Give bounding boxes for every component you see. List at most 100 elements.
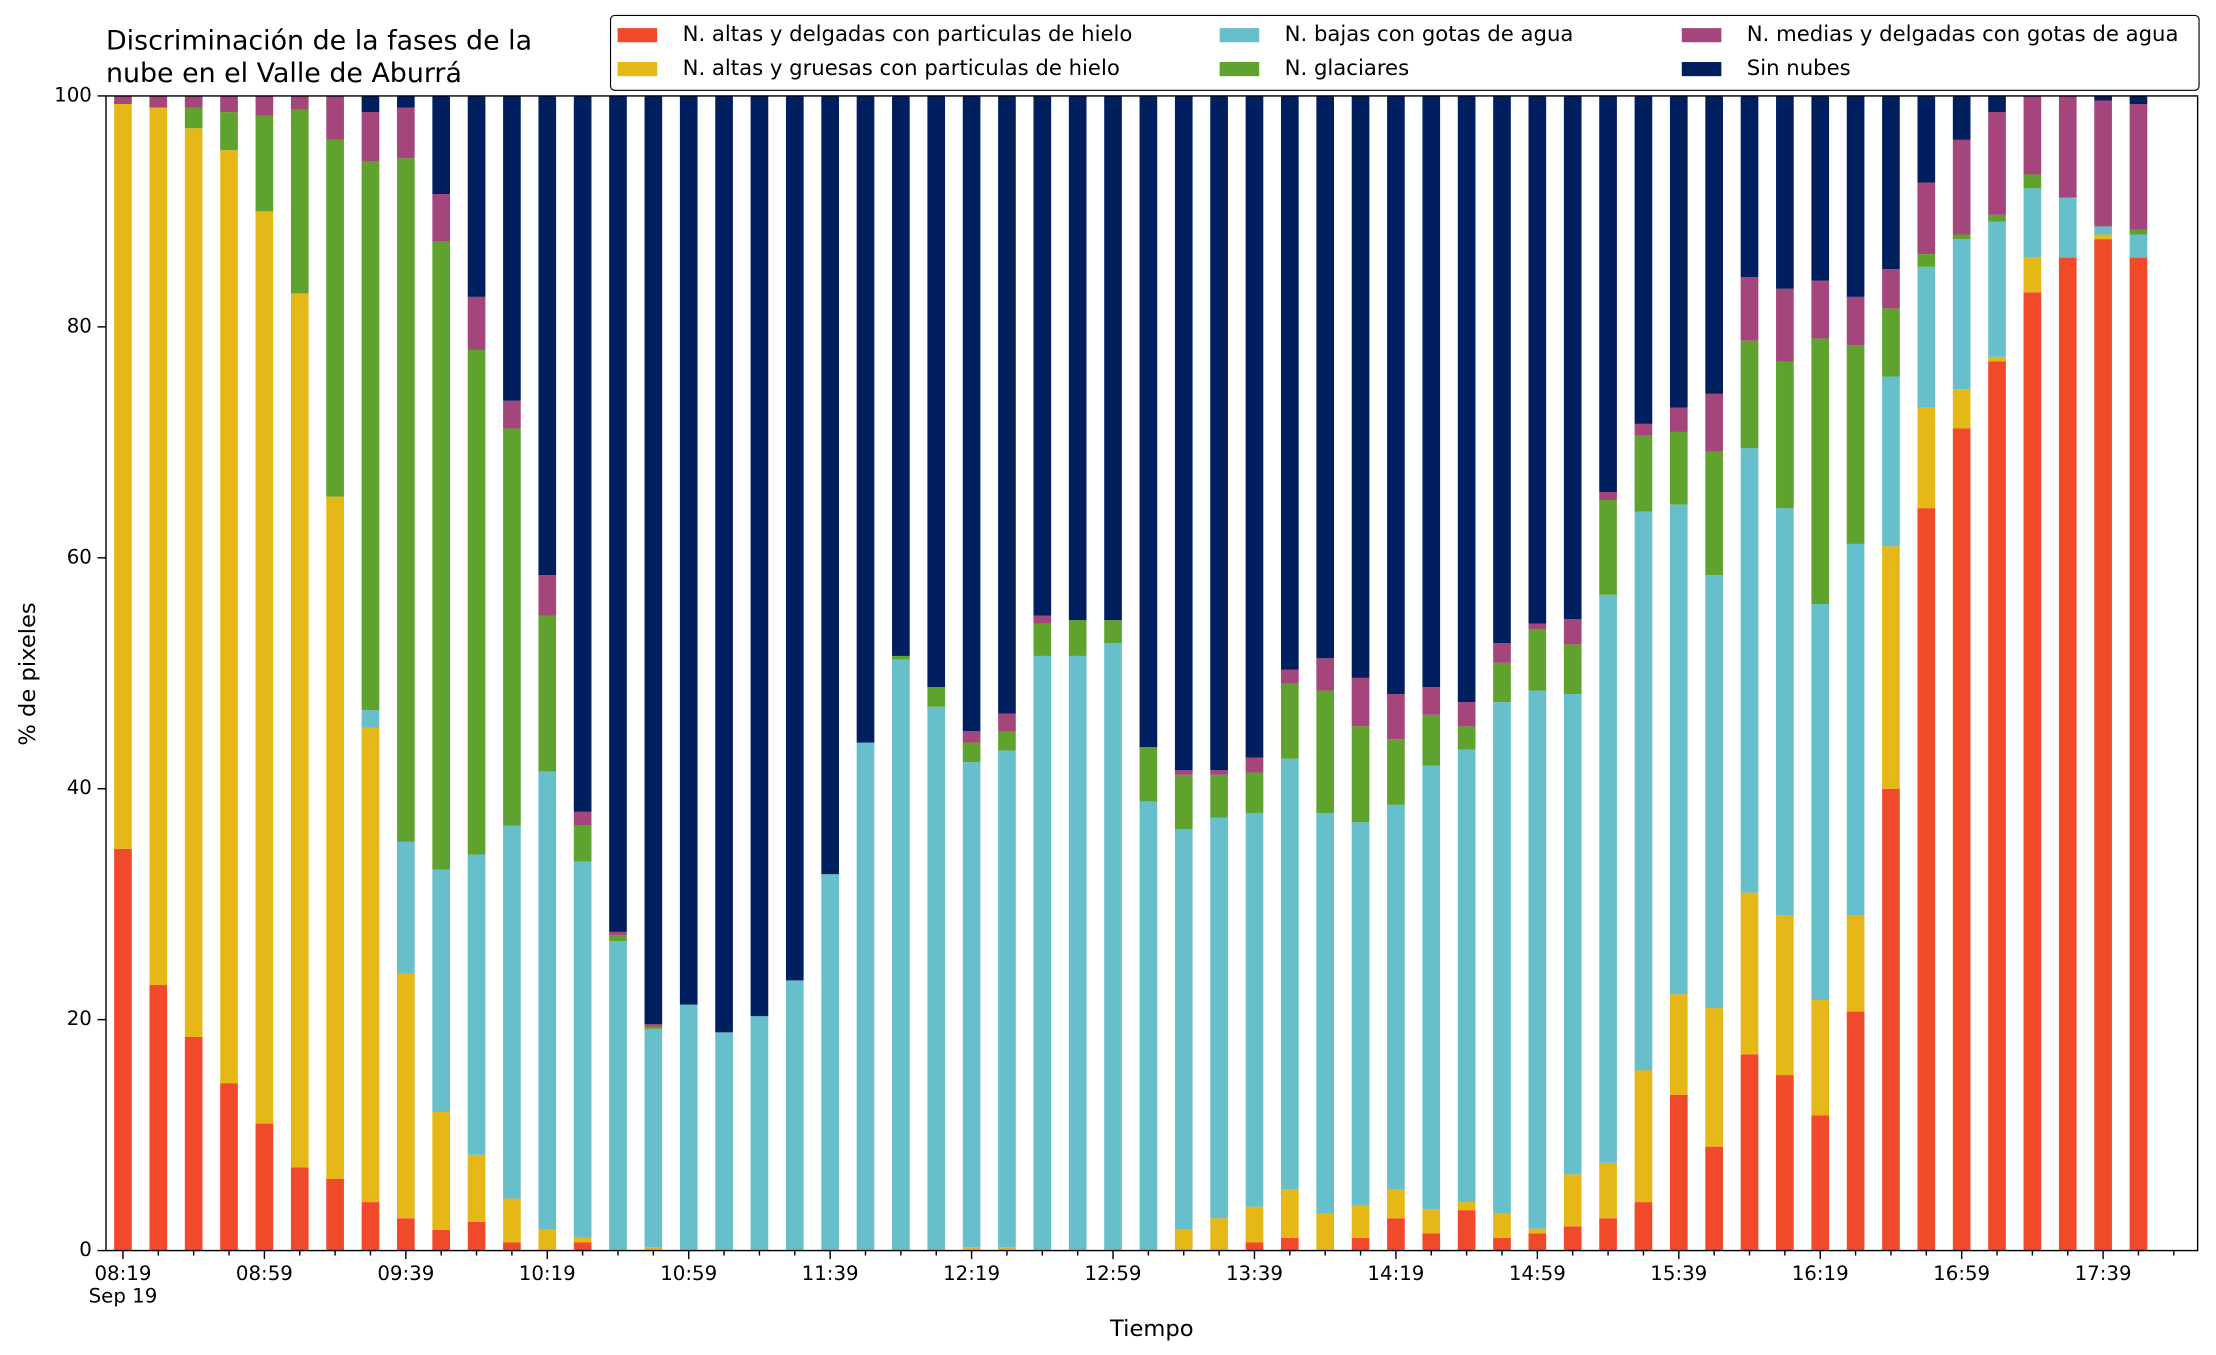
bar-segment [1210, 817, 1228, 1219]
bar-segment [1669, 504, 1688, 995]
bar-segment [1952, 95, 1971, 140]
bar-segment [538, 1229, 557, 1251]
bar-segment [1740, 95, 1759, 278]
bar-segment [1245, 772, 1264, 813]
bar-segment [1387, 694, 1405, 740]
bar-segment [255, 1123, 274, 1251]
bar-segment [962, 742, 981, 763]
bar-segment [361, 95, 380, 113]
bar-segment [1811, 603, 1830, 1001]
bar-segment [1068, 655, 1087, 1251]
bar-segment [1280, 1237, 1299, 1251]
bar-segment [927, 95, 946, 688]
y-tick-label: 20 [67, 1007, 92, 1030]
bar-segment [326, 1178, 344, 1251]
bar-segment [1457, 749, 1476, 1203]
bar-segment [1280, 95, 1299, 670]
bar-segment [1634, 423, 1653, 436]
x-tick-label: 15:39 [1650, 1262, 1707, 1285]
bar-segment [184, 107, 203, 129]
bar-segment [715, 95, 733, 1033]
bar-segment [998, 750, 1016, 1248]
bar-segment [998, 730, 1016, 751]
bar-segment [1882, 546, 1900, 789]
x-axis-label: Tiempo [1109, 1316, 1194, 1342]
x-tick-label: 16:19 [1792, 1262, 1849, 1285]
bar-segment [1882, 308, 1900, 377]
bar-segment [573, 861, 592, 1238]
bar-segment [184, 1036, 203, 1251]
x-tick-label: 17:39 [2075, 1262, 2132, 1285]
bar-segment [1210, 770, 1228, 775]
bar-segment [1599, 1162, 1617, 1219]
bar-segment [1316, 658, 1335, 691]
bar-segment [1068, 95, 1087, 621]
bar-segment [1493, 95, 1511, 644]
legend-label: N. altas y delgadas con particulas de hi… [683, 21, 1133, 46]
y-tick-label: 100 [54, 83, 92, 106]
x-tick-label: 16:59 [1933, 1262, 1990, 1285]
bar-segment [962, 1247, 981, 1251]
bar-segment [573, 811, 592, 826]
bar-segment [361, 161, 380, 711]
bar-segment [467, 95, 486, 297]
bar-segment [2058, 257, 2077, 1251]
y-axis-label: % de pixeles [15, 602, 41, 745]
bar-segment [1705, 393, 1723, 452]
bar-segment [785, 980, 804, 1251]
bar-segment [1245, 812, 1264, 1207]
bar-segment [785, 95, 804, 981]
bar-segment [1634, 435, 1653, 512]
bar-segment [149, 985, 168, 1251]
legend-label: N. glaciares [1285, 55, 1409, 80]
bar-segment [2023, 174, 2042, 189]
bar-segment [1174, 1229, 1193, 1251]
bar-segment [1493, 1213, 1511, 1238]
bar-segment [1740, 1054, 1759, 1251]
x-tick-label: 08:19 [94, 1262, 151, 1285]
bar-segment [255, 211, 274, 1124]
bar-segment [1457, 95, 1476, 703]
bar-segment [397, 841, 415, 974]
bar-segment [1351, 1205, 1370, 1238]
bar-segment [397, 158, 415, 842]
legend-label: Sin nubes [1747, 55, 1851, 80]
bar-segment [1351, 95, 1370, 678]
bar-segment [679, 1004, 698, 1251]
bar-segment [432, 95, 451, 195]
bar-segment [1210, 95, 1228, 771]
bar-segment [1669, 431, 1688, 505]
bar-segment [1634, 1070, 1653, 1203]
bar-segment [715, 1032, 733, 1251]
bar-segment [1033, 623, 1052, 656]
bar-segment [1245, 1242, 1264, 1251]
bar-segment [1528, 690, 1547, 1229]
bar-segment [1316, 812, 1335, 1214]
bar-segment [1669, 1094, 1688, 1251]
bar-segment [1493, 643, 1511, 663]
bar-segment [1139, 801, 1158, 1251]
bar-segment [503, 95, 521, 401]
x-tick-label: 13:39 [1226, 1262, 1283, 1285]
bar-segment [927, 706, 946, 1251]
bar-segment [1740, 340, 1759, 449]
bar-segment [1669, 994, 1688, 1095]
bar-segment [184, 128, 203, 1037]
y-tick-label: 60 [67, 545, 92, 568]
bar-segment [1917, 95, 1936, 183]
bar-segment [503, 428, 521, 826]
bar-segment [220, 1083, 238, 1251]
bar-segment [2129, 234, 2148, 258]
bar-segment [1563, 694, 1582, 1175]
bar-segment [1811, 1000, 1830, 1116]
bar-segment [1139, 747, 1158, 802]
bar-segment [1528, 623, 1547, 630]
bar-segment [1776, 95, 1794, 289]
bar-segment [1493, 1237, 1511, 1251]
bar-segment [1669, 407, 1688, 432]
bar-segment [1033, 655, 1052, 1251]
bar-segment [2129, 257, 2148, 1251]
bar-segment [1811, 338, 1830, 604]
legend-box [609, 14, 2200, 91]
bar-segment [1563, 1174, 1582, 1227]
